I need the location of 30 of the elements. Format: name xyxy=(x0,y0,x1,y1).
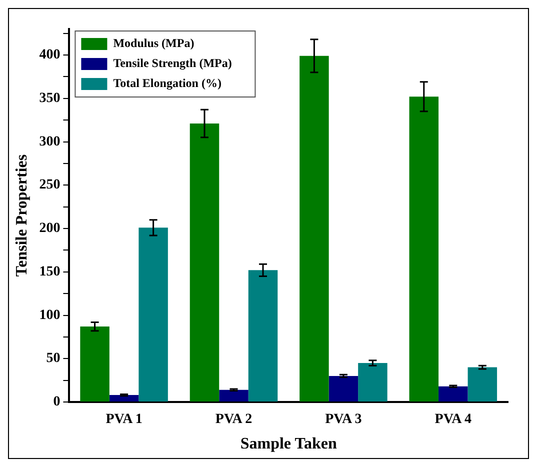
x-tick-label: PVA 3 xyxy=(325,412,362,428)
bar xyxy=(468,367,498,402)
bar xyxy=(248,270,278,402)
bar xyxy=(300,56,329,402)
legend-label: Total Elongation (%) xyxy=(113,76,222,90)
bar xyxy=(109,395,139,402)
x-tick-label: PVA 1 xyxy=(106,412,142,428)
y-tick-label: 250 xyxy=(39,178,60,193)
bar xyxy=(358,362,388,402)
y-tick-label: 350 xyxy=(39,91,60,106)
y-tick-label: 0 xyxy=(53,394,60,410)
y-tick-label: 50 xyxy=(46,351,60,366)
bar xyxy=(138,228,168,402)
bar xyxy=(409,96,439,402)
y-axis-title: Tensile Properties xyxy=(14,154,31,277)
y-tick-label: 400 xyxy=(39,48,60,63)
x-tick-label: PVA 4 xyxy=(434,412,472,428)
bar xyxy=(219,390,248,402)
bar xyxy=(438,386,468,402)
y-tick-label: 200 xyxy=(39,221,60,236)
bar xyxy=(80,326,110,402)
legend-label: Tensile Strength (MPa) xyxy=(113,56,232,70)
bar xyxy=(328,376,358,402)
x-tick-label: PVA 2 xyxy=(215,412,252,428)
x-axis-title: Sample Taken xyxy=(240,436,337,453)
y-tick-label: 300 xyxy=(39,134,60,150)
y-tick-label: 100 xyxy=(39,308,60,323)
legend-label: Modulus (MPa) xyxy=(113,36,194,50)
y-tick-label: 150 xyxy=(39,264,60,280)
bar xyxy=(190,124,220,402)
